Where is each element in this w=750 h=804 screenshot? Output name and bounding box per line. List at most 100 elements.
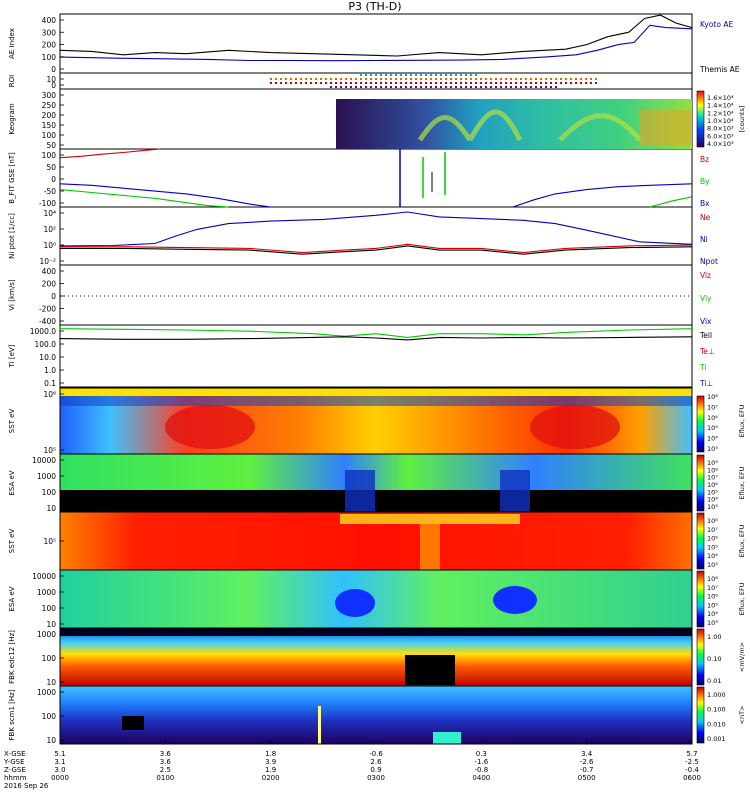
density-series-line <box>60 245 693 255</box>
sst_i-ytick-label: 10⁵ <box>43 537 56 546</box>
ae-series-line <box>59 24 693 62</box>
sst-i-center-stripe <box>420 524 440 570</box>
esa_e-ytick-label: 1000 <box>37 472 56 481</box>
panel-decorations <box>60 74 692 297</box>
temperature-ylabel: Ti [eV] <box>8 344 16 368</box>
roi-ytick-label: 0 <box>51 81 56 90</box>
bfield-series-line <box>59 148 161 159</box>
temperature-series-line <box>59 328 693 338</box>
ae-ytick-label: 200 <box>42 41 57 50</box>
sst_i-colorbar-label: 10⁵ <box>707 543 718 551</box>
x-row-label: 2016 Sep 26 <box>4 782 49 790</box>
esa-i-blob-1 <box>335 589 375 617</box>
esa_e-colorbar-label: 10⁵ <box>707 488 718 496</box>
fbk_b-colorbar-label: 0.010 <box>707 720 726 728</box>
esa_e-colorbar-label: 10⁹ <box>707 459 718 467</box>
esa_i-colorbar-label: 10⁶ <box>707 593 718 601</box>
temperature-ytick-label: 1.0 <box>44 366 56 375</box>
bfield-series-line <box>59 189 229 208</box>
x-tick-label: 0.3 <box>476 750 487 758</box>
x-tick-label: 3.9 <box>265 758 276 766</box>
keogram-colorbar-label: 1.4×10⁴ <box>707 102 734 110</box>
esa_i-ytick-label: 10000 <box>32 572 56 581</box>
fbk_e-ytick-label: 1000 <box>37 630 56 639</box>
keogram-colorbar-title: [counts] <box>738 106 746 133</box>
fbk-e-black-region <box>405 655 455 685</box>
x-tick-label: 3.4 <box>581 750 593 758</box>
x-axis: 5.13.13.000003.63.62.501001.83.91.90200-… <box>3 740 701 790</box>
sst_e-colorbar-label: 10⁸ <box>707 393 718 401</box>
bfield-ytick-label: -50 <box>44 187 56 196</box>
fbk_b-colorbar-label: 0.100 <box>707 706 726 714</box>
fbk_e-ytick-label: 100 <box>42 654 57 663</box>
esa_i-ytick-label: 1000 <box>37 588 56 597</box>
bfield-ytick-label: -100 <box>39 199 56 208</box>
x-row-label: hhmm <box>4 774 27 782</box>
x-tick-label: 0600 <box>683 774 701 782</box>
fbk_b-colorbar-label: 0.001 <box>707 735 726 743</box>
bfield-ytick-label: 0 <box>51 175 56 184</box>
density-legend-label: Ne <box>700 213 711 222</box>
keogram-ytick-label: 300 <box>42 91 57 100</box>
esa_i-ylabel: ESA eV <box>8 586 16 611</box>
sst_e-colorbar-label: 10⁴ <box>707 435 718 443</box>
esa_e-ytick-label: 10 <box>46 504 56 513</box>
bfield-series-line <box>59 183 271 208</box>
ae-ytick-label: 0 <box>51 65 56 74</box>
x-tick-label: -2.5 <box>685 758 699 766</box>
esa_e-colorbar-label: 10³ <box>707 503 718 511</box>
temperature-series-line <box>59 336 693 341</box>
temperature-ytick-label: 1000.0 <box>30 327 56 336</box>
spectrogram-backgrounds <box>60 99 692 744</box>
keogram-ytick-label: 50 <box>46 141 56 150</box>
sst_i-colorbar-label: 10⁴ <box>707 552 718 560</box>
colorbars <box>696 90 705 744</box>
sst-e-hot-1 <box>165 405 255 449</box>
esa-i-image <box>60 570 692 628</box>
esa-i-blob-2 <box>493 586 537 614</box>
roi-ytick-label: 10 <box>46 75 56 84</box>
esa_e-colorbar-title: Eflux, EFU <box>738 466 746 499</box>
esa-i-colorbar <box>696 570 705 628</box>
sst_i-colorbar-title: Eflux, EFU <box>738 524 746 557</box>
keogram-colorbar-label: 1.6×10⁴ <box>707 94 734 102</box>
esa_e-ytick-label: 100 <box>42 488 57 497</box>
keogram-colorbar-label: 6.0×10³ <box>707 132 734 140</box>
sst_i-ylabel: SST eV <box>8 529 16 554</box>
sst_i-colorbar-label: 10³ <box>707 561 718 569</box>
velocity-ytick-label: -200 <box>39 305 56 314</box>
esa_e-colorbar-label: 10⁷ <box>707 474 718 482</box>
sst_e-colorbar-label: 10³ <box>707 445 718 453</box>
esa_e-colorbar-label: 10⁸ <box>707 466 718 474</box>
keogram-ytick-label: 200 <box>42 111 57 120</box>
density-ylabel: Ni ptot [1/cc] <box>8 213 16 259</box>
bfield-legend-label: By <box>700 177 710 186</box>
keogram-bright-region <box>640 110 692 145</box>
bfield-ylabel: B_FIT GSE [nT] <box>8 152 16 204</box>
velocity-ytick-label: 400 <box>42 267 57 276</box>
x-tick-label: 0300 <box>367 774 385 782</box>
ae-legend-label: Themis AE <box>699 65 740 74</box>
fbk_e-colorbar-title: <mV/m> <box>738 642 746 672</box>
keogram-colorbar <box>696 90 705 148</box>
esa_i-ytick-label: 10 <box>46 620 56 629</box>
sst_e-ytick-label: 10⁶ <box>43 390 56 399</box>
temperature-legend-label: Ti⊥ <box>699 379 713 388</box>
esa_e-colorbar-label: 10⁴ <box>707 496 718 504</box>
ae-legend-label: Kyoto AE <box>700 20 733 29</box>
temperature-legend-label: Te⊥ <box>699 347 714 356</box>
x-tick-label: 0100 <box>156 774 174 782</box>
x-tick-label: 3.6 <box>160 758 172 766</box>
sst_e-colorbar-title: Eflux, EFU <box>738 404 746 437</box>
fbk_b-colorbar-label: 1.000 <box>707 691 726 699</box>
x-tick-label: 3.1 <box>54 758 65 766</box>
keogram-ytick-label: 100 <box>42 131 57 140</box>
velocity-ytick-label: -400 <box>39 317 56 326</box>
ae-panel-frame <box>59 13 693 74</box>
fbk-b-spike <box>318 706 321 744</box>
fbk_b-ytick-label: 100 <box>42 712 57 721</box>
sst-e-colorbar <box>696 395 705 453</box>
